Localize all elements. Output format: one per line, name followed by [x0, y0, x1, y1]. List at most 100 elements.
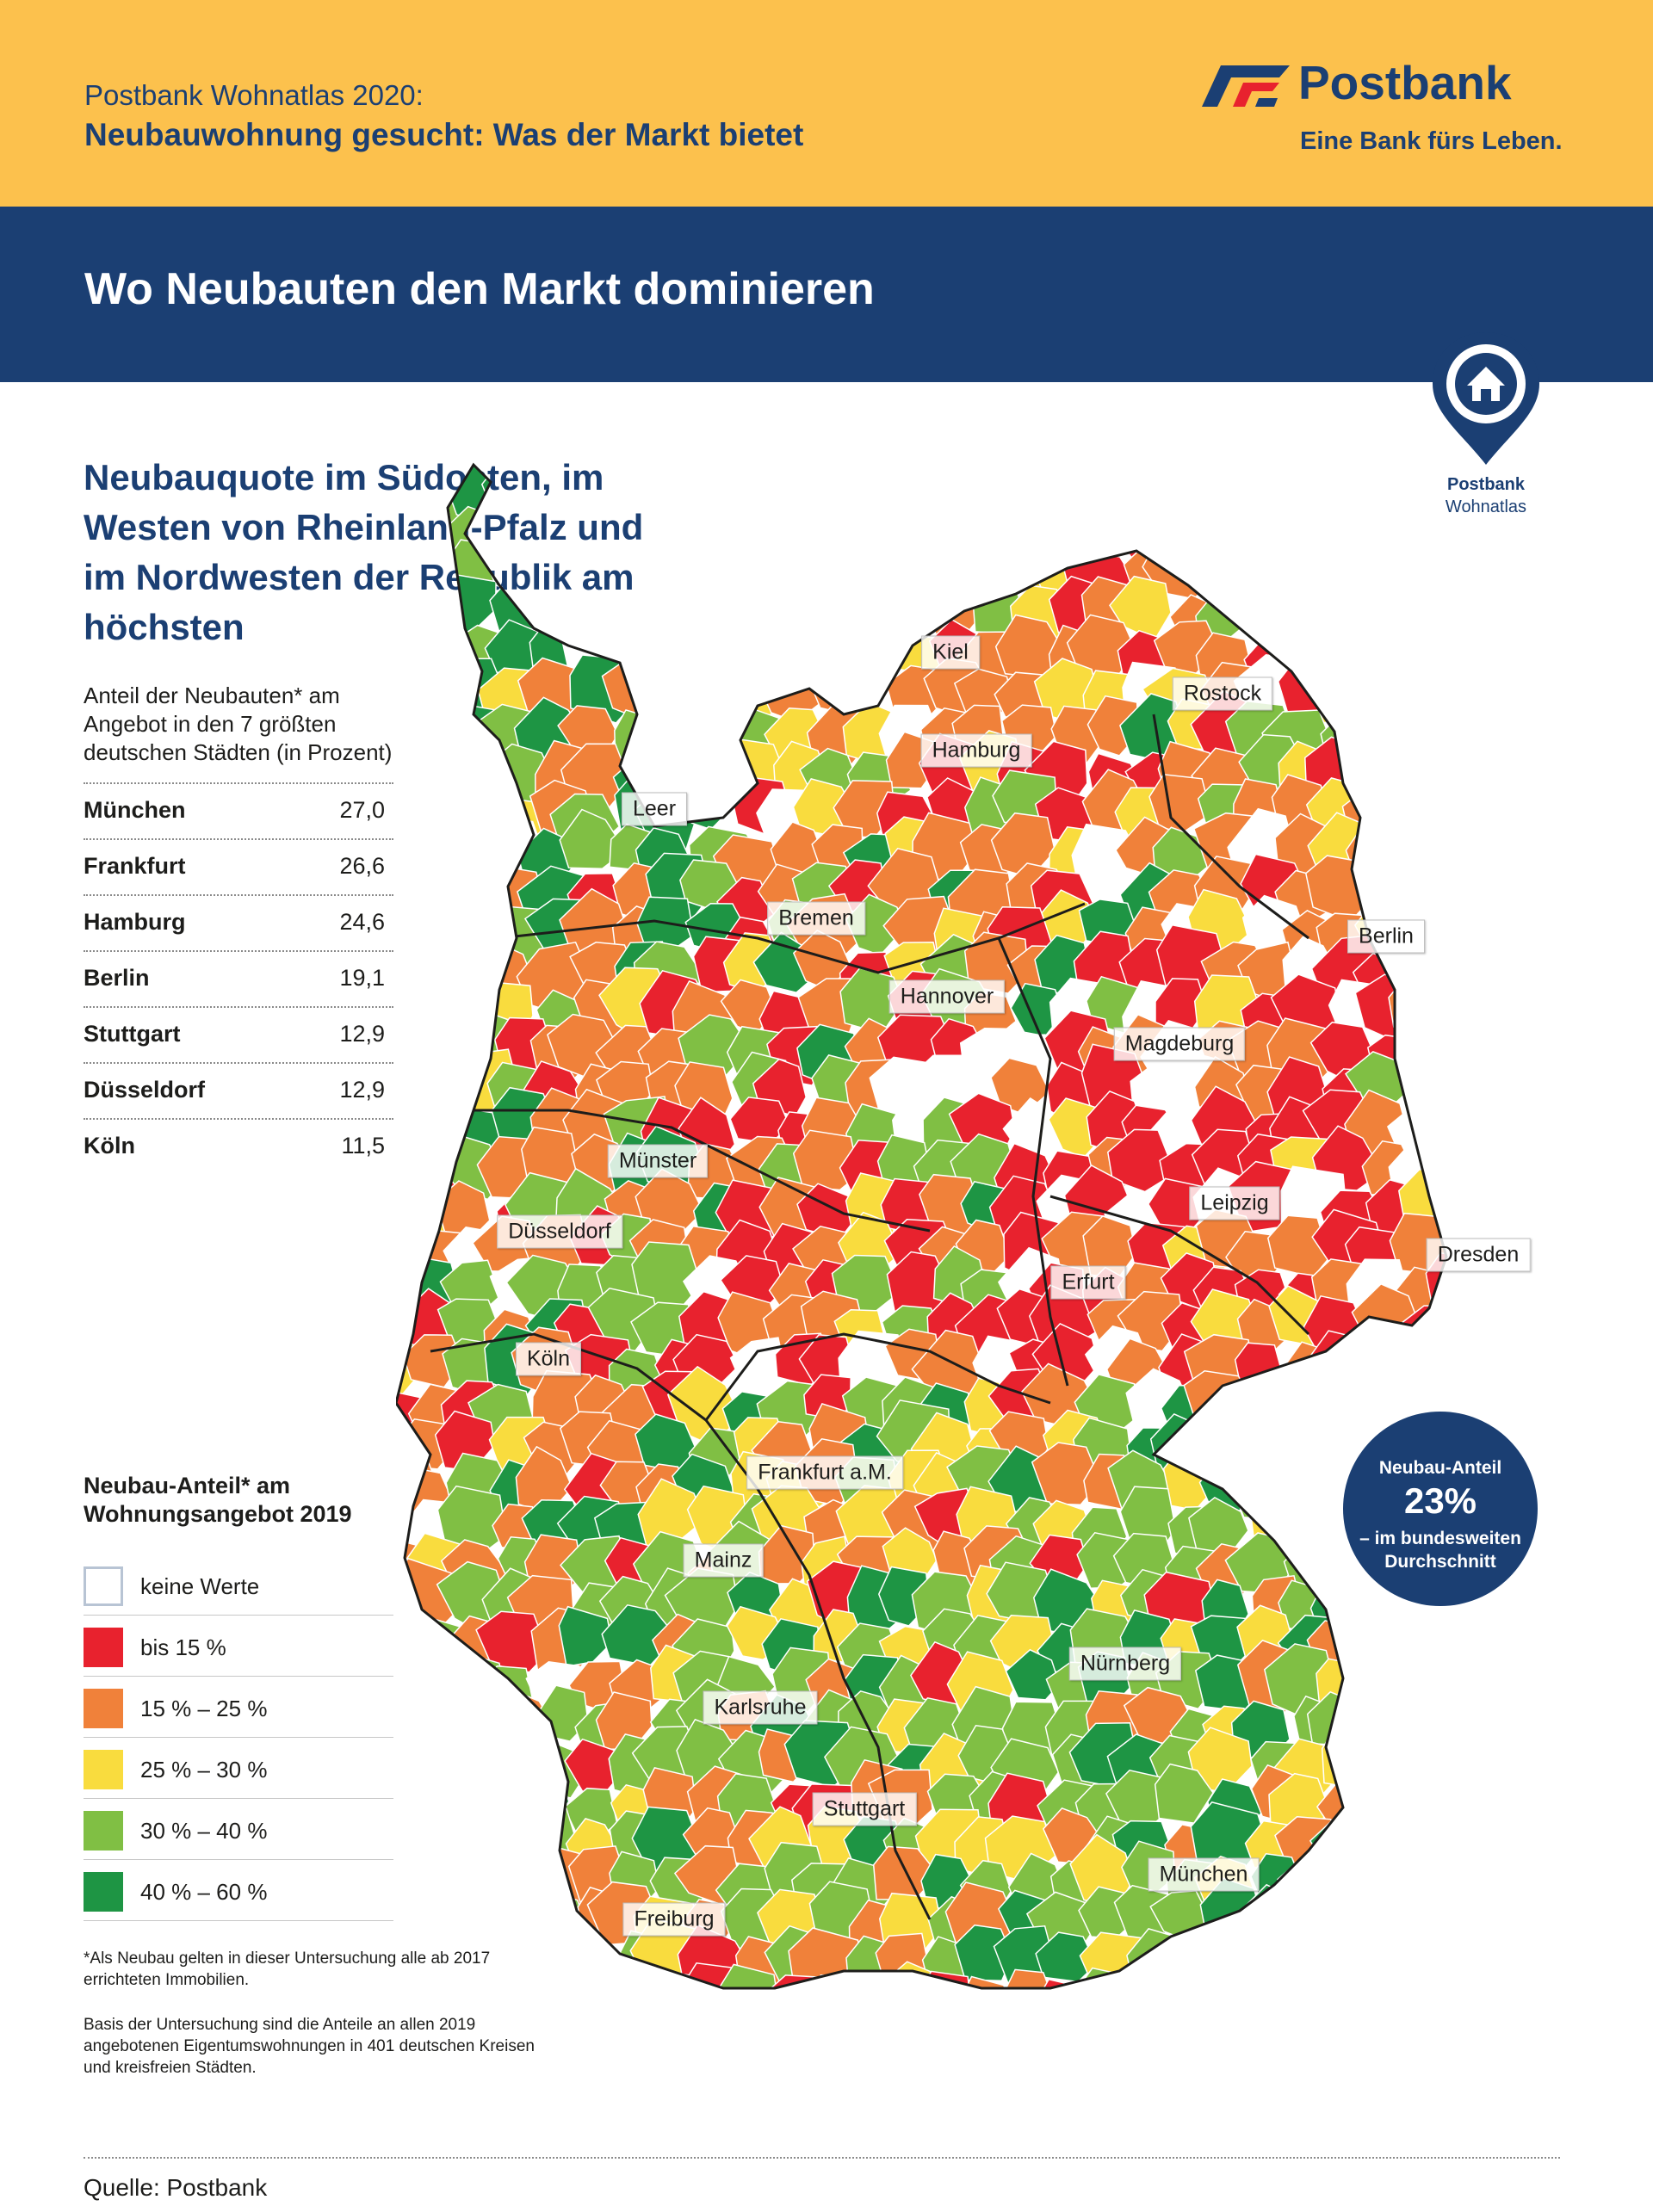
- map-district: [1396, 533, 1446, 592]
- map-district: [1124, 1981, 1183, 1988]
- map-district: [650, 465, 703, 478]
- map-district: [485, 465, 551, 472]
- table-city: Stuttgart: [84, 1021, 181, 1047]
- map-district: [1379, 578, 1446, 635]
- map-district: [573, 528, 637, 601]
- page-title: Wo Neubauten den Markt dominieren: [84, 264, 875, 314]
- map-district: [1440, 808, 1446, 875]
- average-value: 23%: [1403, 1480, 1477, 1521]
- map-district: [671, 465, 750, 517]
- map-district: [645, 711, 709, 768]
- map-district: [872, 471, 929, 530]
- table-row: Düsseldorf 12,9: [84, 1062, 393, 1118]
- postbank-logo[interactable]: Postbank Eine Bank fürs Leben.: [1195, 56, 1591, 160]
- map-district: [396, 664, 436, 733]
- table-value: 19,1: [339, 965, 385, 991]
- state-border: [430, 1332, 759, 1490]
- map-district: [1362, 580, 1421, 634]
- footnote-definition: *Als Neubau gelten in dieser Untersuchun…: [84, 1949, 491, 1989]
- map-district: [406, 1816, 481, 1880]
- bottom-divider: [84, 2157, 1560, 2159]
- map-district: [592, 503, 656, 565]
- map-district: [1271, 1450, 1336, 1511]
- map-district: [1439, 1801, 1446, 1875]
- map-district: [1439, 507, 1446, 570]
- map-district: [480, 1892, 545, 1950]
- map-district: [517, 465, 575, 520]
- map-district: [1355, 1820, 1414, 1881]
- map-district: [1391, 819, 1446, 890]
- table-row: Berlin 19,1: [84, 950, 393, 1006]
- city-label: Dresden: [1426, 1238, 1531, 1272]
- map-district: [1439, 1845, 1446, 1905]
- map-district: [396, 621, 426, 680]
- city-label: Köln: [515, 1342, 582, 1376]
- table-city: Düsseldorf: [84, 1077, 206, 1103]
- map-district: [406, 1650, 482, 1715]
- map-district: [405, 1016, 475, 1081]
- map-district: [396, 822, 440, 892]
- map-district: [396, 465, 428, 526]
- map-district: [396, 553, 455, 609]
- map-district: [1278, 1977, 1353, 1988]
- map-district: [687, 512, 750, 574]
- map-district: [521, 496, 579, 559]
- map-district: [609, 470, 671, 534]
- source-note: Quelle: Postbank: [84, 2174, 268, 2201]
- map-district: [442, 913, 506, 969]
- city-label: Berlin: [1347, 919, 1425, 954]
- map-district: [1183, 1370, 1254, 1435]
- map-district: [1025, 465, 1095, 499]
- map-district: [442, 1690, 504, 1758]
- map-district: [1086, 465, 1143, 496]
- map-district: [1432, 1176, 1446, 1237]
- map-district: [653, 633, 714, 695]
- map-district: [764, 465, 838, 492]
- table-city: Frankfurt: [84, 853, 186, 879]
- map-district: [396, 545, 433, 609]
- map-district: [684, 541, 742, 596]
- brand-name: Postbank: [1298, 56, 1512, 109]
- map-district: [1316, 661, 1372, 725]
- map-district: [396, 783, 429, 845]
- map-district: [606, 465, 670, 481]
- map-district: [1440, 968, 1446, 1032]
- city-label: Rostock: [1172, 677, 1273, 711]
- map-district: [794, 477, 864, 541]
- map-district: [437, 769, 505, 837]
- city-label: Hamburg: [920, 733, 1032, 768]
- map-district: [1352, 1777, 1412, 1836]
- map-district: [1403, 1961, 1446, 1988]
- legend-title: Neubau-Anteil* am Wohnungsangebot 2019: [84, 1473, 352, 1527]
- map-district: [396, 1021, 438, 1078]
- table-row: Frankfurt 26,6: [84, 838, 393, 894]
- map-district: [1431, 1611, 1446, 1680]
- map-district: [443, 1859, 516, 1925]
- map-district: [1388, 1780, 1446, 1843]
- map-district: [402, 1881, 464, 1946]
- map-district: [409, 908, 474, 968]
- map-district: [1357, 617, 1424, 684]
- map-district: [1401, 1343, 1446, 1407]
- map-district: [1350, 1612, 1407, 1668]
- map-district: [605, 539, 663, 602]
- map-district: [1357, 1853, 1422, 1913]
- map-district: [396, 1169, 430, 1233]
- map-district: [1364, 1920, 1435, 1988]
- map-district: [1441, 734, 1446, 794]
- map-district: [396, 905, 437, 967]
- map-district: [1198, 467, 1258, 529]
- map-district: [1280, 547, 1342, 602]
- average-caption-line1: – im bundesweiten: [1359, 1529, 1521, 1548]
- map-district: [398, 1690, 458, 1748]
- map-district: [1427, 1896, 1446, 1945]
- map-district: [723, 629, 789, 689]
- map-district: [524, 465, 585, 485]
- city-share-table: München 27,0 Frankfurt 26,6 Hamburg 24,6 Berli…: [84, 782, 393, 1174]
- map-district: [396, 703, 466, 770]
- map-district: [1316, 467, 1371, 520]
- map-district: [968, 505, 1031, 562]
- map-district: [396, 1665, 426, 1715]
- table-value: 24,6: [339, 909, 385, 935]
- map-district: [1347, 465, 1408, 518]
